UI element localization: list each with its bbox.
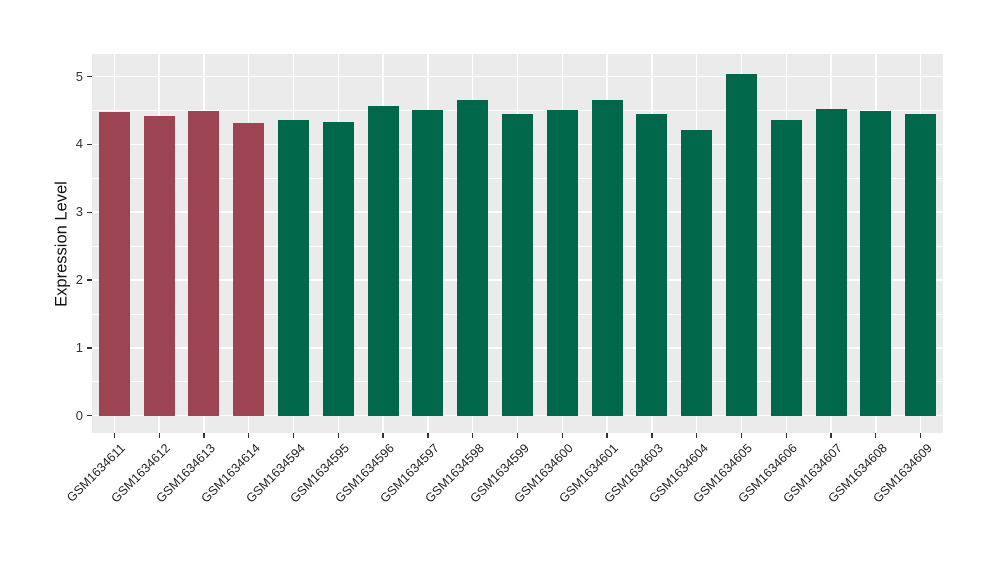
bar-GSM1634601 [591,100,623,416]
x-tick-mark [696,433,698,438]
x-tick-mark [337,433,339,438]
x-tick-mark [472,433,474,438]
bar-GSM1634600 [546,110,578,416]
x-tick-mark [875,433,877,438]
y-tick-label: 3 [75,204,83,220]
y-tick-mark [86,279,92,281]
y-tick-mark [86,143,92,145]
y-tick-label: 5 [75,68,83,84]
x-tick-mark [158,433,160,438]
x-tick-mark [292,433,295,438]
x-tick-mark [248,433,250,438]
bar-GSM1634613 [188,111,220,416]
x-tick-mark [113,433,116,438]
y-tick-label: 0 [75,407,83,423]
bar-GSM1634611 [98,112,130,416]
x-tick-mark [561,433,563,438]
bar-GSM1634608 [860,111,892,416]
x-tick-mark [919,433,922,438]
y-tick-mark [86,415,92,417]
y-tick-label: 4 [75,136,83,152]
bar-GSM1634606 [770,119,802,416]
x-tick-mark [830,433,832,438]
bar-GSM1634595 [322,121,354,416]
x-tick-mark [382,433,384,438]
y-tick-label: 1 [75,339,83,355]
x-tick-mark [740,433,743,438]
x-tick-mark [785,433,787,438]
bar-GSM1634597 [412,109,444,416]
y-tick-mark [86,75,92,78]
bar-GSM1634614 [233,123,265,416]
x-tick-mark [203,433,205,438]
bar-GSM1634596 [367,105,399,416]
x-tick-mark [606,433,608,438]
x-tick-mark [427,433,429,438]
bar-GSM1634609 [905,114,937,416]
bar-GSM1634598 [457,100,489,416]
plot-panel [92,54,943,433]
bar-GSM1634604 [681,130,713,416]
y-tick-mark [86,211,92,213]
bar-GSM1634599 [502,114,533,416]
y-tick-mark [86,347,92,349]
bar-GSM1634612 [143,115,175,416]
bar-GSM1634605 [725,74,757,416]
bar-GSM1634607 [815,109,847,416]
x-tick-mark [651,433,653,438]
bar-GSM1634603 [636,114,668,416]
x-tick-mark [516,433,519,438]
y-tick-label: 2 [75,272,83,288]
bar-GSM1634594 [278,119,310,416]
